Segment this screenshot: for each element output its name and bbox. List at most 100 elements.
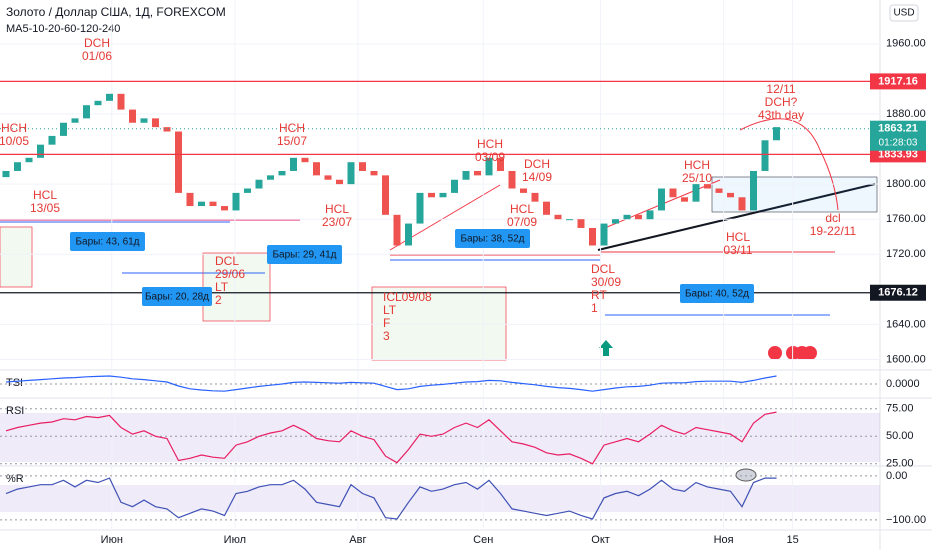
candle-body xyxy=(129,109,136,123)
candle-body xyxy=(566,219,573,221)
annotation: 23/07 xyxy=(322,215,352,229)
candle-body xyxy=(658,188,665,211)
candle-body xyxy=(175,131,182,193)
trend-line xyxy=(597,183,876,251)
indicator-line xyxy=(5,375,777,392)
candle-body xyxy=(106,93,113,101)
price-label: 1676.12 xyxy=(878,287,918,299)
candle-body xyxy=(244,188,251,193)
bar-count-box xyxy=(70,232,145,251)
candle-body xyxy=(290,157,297,171)
y-tick-label: 1600.00 xyxy=(886,353,926,365)
candle-body xyxy=(209,201,217,207)
annotation: 07/09 xyxy=(507,215,537,229)
annotation: HCH xyxy=(279,121,305,135)
annotation: 25/10 xyxy=(682,171,712,185)
price-label: 1917.16 xyxy=(878,75,918,87)
candle-body xyxy=(646,210,654,220)
candle-body xyxy=(359,162,366,171)
candle-body xyxy=(577,219,585,228)
x-tick-label: 15 xyxy=(786,534,798,546)
candle-body xyxy=(94,100,102,106)
candle-body xyxy=(773,127,780,141)
candle-body xyxy=(278,170,286,176)
candle-body xyxy=(474,170,481,176)
candle-body xyxy=(221,206,228,211)
candle-body xyxy=(117,93,125,110)
candle-body xyxy=(554,214,562,220)
bar-count: Бары: 43, 61д xyxy=(75,237,139,248)
candle-body xyxy=(347,162,355,185)
candle-body xyxy=(255,179,263,189)
candle-body xyxy=(267,175,274,180)
chart-title: Золото / Доллар США, 1Д, FOREXCOM xyxy=(6,5,226,19)
candle-body xyxy=(152,118,159,128)
annotation: HCH xyxy=(684,158,710,172)
y-tick-label: 25.00 xyxy=(886,458,914,470)
annotation: 3 xyxy=(383,329,390,343)
candle-body xyxy=(497,157,504,171)
candle-body xyxy=(48,135,56,145)
candle-body xyxy=(336,179,343,185)
annotation: F xyxy=(383,316,390,330)
note-box xyxy=(0,226,33,288)
last-price-box xyxy=(870,120,926,151)
x-tick-label: Авг xyxy=(349,534,366,546)
chart-subtitle: MA5-10-20-60-120-240 xyxy=(6,23,120,35)
annotation: 30/09 xyxy=(591,275,621,289)
candle-body xyxy=(635,214,642,220)
x-tick-label: Окт xyxy=(591,534,610,546)
price-label-box xyxy=(870,284,926,301)
annotation: ICL09/08 xyxy=(383,290,432,304)
rsi-band xyxy=(0,413,880,462)
candle-body xyxy=(382,175,389,215)
annotation: 19-22/11 xyxy=(810,224,857,238)
annotation: 43th day xyxy=(758,108,804,122)
pane-name: RSI xyxy=(6,405,24,417)
candle-body xyxy=(750,170,757,211)
annotation: 10/05 xyxy=(0,134,29,148)
candle-body xyxy=(600,223,608,246)
candle-body xyxy=(140,118,148,123)
y-tick-label: −100.00 xyxy=(886,514,926,526)
annotation: 15/07 xyxy=(277,134,307,148)
candle-body xyxy=(439,192,447,198)
candle-body xyxy=(520,188,527,193)
bar-count: Бары: 20, 28д xyxy=(145,292,209,303)
candle-body xyxy=(451,179,458,193)
candle-body xyxy=(462,170,470,180)
candle-body xyxy=(761,140,769,171)
candle-body xyxy=(198,201,205,207)
up-arrow-icon xyxy=(599,340,613,356)
pane-name: %R xyxy=(6,473,24,485)
y-tick-label: 0.00 xyxy=(886,470,907,482)
candle-body xyxy=(612,219,619,224)
annotation: dcl xyxy=(825,211,840,225)
candle-body xyxy=(669,188,677,198)
candle-body xyxy=(37,144,44,158)
candle-body xyxy=(71,118,79,123)
annotation: HCH xyxy=(477,137,503,151)
y-tick-label: 1800.00 xyxy=(886,178,926,190)
annotation: HCL xyxy=(510,202,534,216)
y-tick-label: 1720.00 xyxy=(886,248,926,260)
annotation: 1 xyxy=(591,301,598,315)
candle-body xyxy=(313,162,320,176)
bar-count-box xyxy=(142,287,212,306)
bar-count: Бары: 40, 52д xyxy=(685,289,749,300)
annotation: 13/05 xyxy=(30,201,60,215)
projection-box xyxy=(711,176,878,213)
x-tick-label: Июл xyxy=(224,534,246,546)
candle-body xyxy=(232,192,240,211)
candle-body xyxy=(370,170,378,176)
annotation: 01/06 xyxy=(82,49,112,63)
candle-body xyxy=(623,214,631,220)
candle-body xyxy=(428,192,435,198)
candle-body xyxy=(416,192,424,224)
currency-box xyxy=(889,4,919,22)
bar-count-box xyxy=(680,284,754,303)
annotation: HCH xyxy=(1,121,27,135)
annotation: HCL xyxy=(726,230,750,244)
